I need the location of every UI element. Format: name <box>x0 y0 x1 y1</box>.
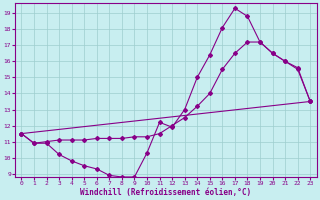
X-axis label: Windchill (Refroidissement éolien,°C): Windchill (Refroidissement éolien,°C) <box>80 188 252 197</box>
